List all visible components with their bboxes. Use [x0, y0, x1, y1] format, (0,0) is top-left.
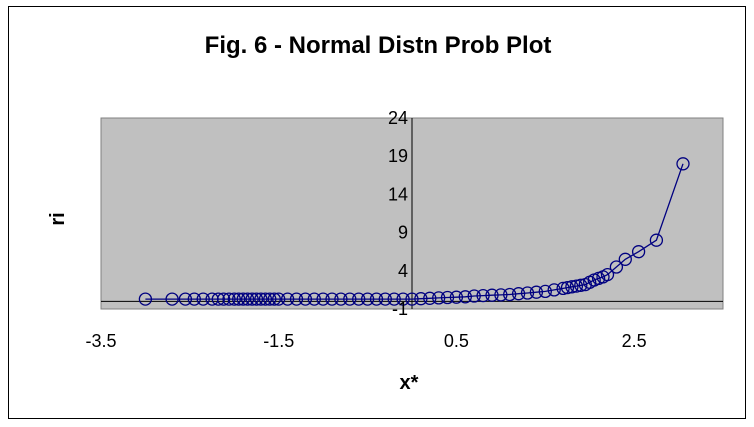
series-line: [145, 163, 684, 300]
data-point: [316, 292, 330, 306]
y-axis-label: ri: [47, 212, 69, 225]
data-point: [529, 285, 544, 299]
data-point: [574, 278, 588, 292]
data-point: [254, 292, 268, 306]
data-point: [187, 292, 201, 306]
data-point: [334, 292, 348, 306]
data-point: [360, 292, 375, 306]
data-point: [405, 292, 419, 306]
y-tick-label: 19: [388, 146, 408, 166]
x-axis-label: x*: [400, 372, 419, 394]
data-point: [178, 292, 193, 306]
data-point: [467, 289, 481, 303]
data-point: [649, 233, 664, 247]
data-point: [272, 292, 286, 306]
data-point: [476, 288, 490, 303]
tick-labels: -1 4 9 14 19 24 -3.5 -1.5 0.5 2.5: [85, 108, 646, 351]
data-point: [298, 292, 313, 306]
data-point: [369, 292, 384, 306]
data-point: [600, 267, 615, 282]
data-point: [569, 279, 584, 293]
data-point: [138, 292, 153, 306]
data-point: [449, 290, 464, 304]
x-tick-label: -1.5: [263, 331, 294, 351]
data-point: [236, 292, 250, 306]
y-tick-label: 14: [388, 184, 408, 204]
data-point: [240, 292, 255, 306]
data-point: [352, 292, 366, 306]
data-point: [676, 157, 690, 171]
data-point: [520, 286, 535, 300]
data-point: [560, 280, 575, 295]
data-point: [414, 292, 428, 306]
series-group: [138, 157, 690, 306]
chart-title: Fig. 6 - Normal Distn Prob Plot: [205, 32, 552, 59]
data-point: [211, 292, 225, 306]
data-point: [343, 292, 357, 306]
data-point: [325, 292, 339, 306]
data-point: [249, 292, 264, 306]
data-point: [432, 291, 446, 305]
chart-svg: Fig. 6 - Normal Distn Prob Plot -1 4 9 14 19…: [47, 32, 724, 394]
data-point: [631, 245, 646, 259]
x-tick-label: 0.5: [444, 331, 469, 351]
data-point: [196, 292, 210, 306]
x-tick-label: -3.5: [85, 331, 116, 351]
y-tick-label: 4: [398, 261, 408, 281]
data-point: [458, 290, 472, 304]
data-point: [280, 292, 295, 306]
data-point: [263, 292, 277, 306]
data-point: [547, 283, 561, 297]
data-point: [565, 280, 579, 294]
y-tick-label: 24: [388, 108, 408, 128]
y-tick-label: -1: [392, 299, 408, 319]
data-point: [378, 292, 392, 306]
data-point: [258, 292, 273, 306]
data-point: [222, 292, 236, 306]
data-point: [396, 292, 410, 306]
x-tick-label: 2.5: [622, 331, 647, 351]
data-point: [307, 292, 321, 306]
data-point: [216, 292, 231, 306]
data-point: [503, 287, 517, 302]
y-tick-label: 9: [398, 223, 408, 243]
axes: [101, 118, 723, 309]
chart-frame: Fig. 6 - Normal Distn Prob Plot -1 4 9 14 19…: [8, 6, 746, 419]
data-point: [165, 292, 179, 306]
data-point: [245, 292, 259, 306]
data-point: [494, 288, 508, 302]
data-point: [267, 292, 281, 306]
data-point: [609, 260, 624, 274]
data-point: [440, 290, 455, 305]
data-point: [511, 287, 526, 301]
data-point: [556, 281, 570, 296]
data-point: [289, 292, 304, 306]
data-point: [387, 292, 401, 306]
data-point: [618, 252, 632, 266]
data-point: [232, 292, 246, 306]
data-point: [485, 288, 499, 302]
data-point: [227, 292, 241, 306]
data-point: [423, 291, 437, 305]
data-point: [538, 284, 552, 299]
